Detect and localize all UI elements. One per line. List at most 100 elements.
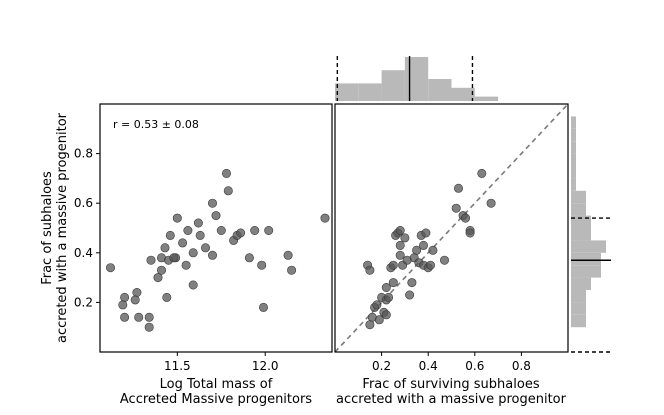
right-data-point xyxy=(365,320,375,330)
right-data-point xyxy=(365,265,375,275)
left-x-tick-label: 12.0 xyxy=(252,359,279,373)
left-data-point xyxy=(181,260,191,270)
left-data-point xyxy=(223,186,233,196)
left-data-point xyxy=(157,265,167,275)
left-data-point xyxy=(188,248,198,258)
correlation-annotation: r = 0.53 ± 0.08 xyxy=(113,118,199,131)
right-data-point xyxy=(395,226,405,236)
left-data-point xyxy=(216,226,226,236)
left-data-point xyxy=(257,260,267,270)
left-data-point xyxy=(162,292,172,302)
left-y-tick-label: 0.8 xyxy=(74,147,93,161)
right-histogram-bar xyxy=(571,290,586,303)
left-data-point xyxy=(244,253,254,263)
right-histogram-bar xyxy=(571,141,576,154)
top-histogram-bar xyxy=(335,83,359,101)
left-data-point xyxy=(146,255,156,265)
right-data-point xyxy=(428,245,438,255)
left-data-point xyxy=(144,322,154,332)
right-histogram-bar xyxy=(571,153,576,166)
right-data-point xyxy=(477,168,487,178)
right-data-point xyxy=(421,228,431,238)
y-label-line1: Frac of subhaloes xyxy=(40,171,55,285)
left-data-point xyxy=(236,228,246,238)
left-data-point xyxy=(144,312,154,322)
left-y-tick-label: 0.6 xyxy=(74,196,93,210)
right-histogram-bar xyxy=(571,314,586,328)
left-data-point xyxy=(188,280,198,290)
left-data-point xyxy=(120,292,130,302)
left-data-point xyxy=(160,243,170,253)
left-data-point xyxy=(283,250,293,260)
left-scatter-panel: r = 0.53 ± 0.08 0.2 0.4 0.6 0.8 11.5 12.0 Lo… xyxy=(40,103,333,407)
left-data-point xyxy=(106,263,116,273)
right-x-label-line1: Frac of surviving subhaloes xyxy=(362,377,539,392)
left-data-point xyxy=(165,230,175,240)
top-histogram-bar xyxy=(358,83,382,101)
right-data-point xyxy=(372,300,382,310)
right-data-point xyxy=(384,292,394,302)
top-marginal-histogram xyxy=(335,56,499,101)
right-data-point xyxy=(405,290,415,300)
left-y-tick-label: 0.2 xyxy=(74,295,93,309)
right-data-point xyxy=(388,260,398,270)
left-x-label-line1: Log Total mass of xyxy=(160,377,273,392)
right-histogram-bar xyxy=(571,240,606,253)
left-data-point xyxy=(172,213,182,223)
right-data-point xyxy=(486,198,496,208)
left-x-label-line2: Accreted Massive progenitors xyxy=(120,392,312,407)
right-x-tick-label: 0.4 xyxy=(419,359,438,373)
right-data-point xyxy=(418,240,428,250)
top-histogram-bar xyxy=(381,70,405,101)
right-histogram-bar xyxy=(571,277,591,290)
right-scatter-panel: 0.2 0.4 0.6 0.8 Frac of surviving subhaloes… xyxy=(334,103,569,407)
right-data-point xyxy=(381,282,391,292)
left-data-point xyxy=(183,226,193,236)
right-data-point xyxy=(381,310,391,320)
left-data-point xyxy=(264,226,274,236)
left-data-point xyxy=(178,238,188,248)
top-histogram-bar xyxy=(474,96,499,101)
right-x-tick-label: 0.8 xyxy=(512,359,531,373)
top-histogram-bar xyxy=(428,79,452,101)
left-plot-frame xyxy=(99,103,333,353)
right-data-point xyxy=(439,255,449,265)
left-data-point xyxy=(153,273,163,283)
right-histogram-bar xyxy=(571,116,576,129)
right-x-tick-label: 0.6 xyxy=(465,359,484,373)
right-data-point xyxy=(465,228,475,238)
right-data-point xyxy=(388,278,398,288)
left-x-tick-label: 11.5 xyxy=(164,359,191,373)
right-histogram-bar xyxy=(571,228,591,241)
left-data-point xyxy=(201,243,211,253)
left-data-point xyxy=(250,226,260,236)
left-data-point xyxy=(258,302,268,312)
top-histogram-bar xyxy=(404,57,429,101)
right-x-label-line2: accreted with a massive progenitor xyxy=(336,392,567,407)
right-data-point xyxy=(407,278,417,288)
left-data-point xyxy=(287,265,297,275)
left-data-point xyxy=(193,218,203,228)
right-data-point xyxy=(451,203,461,213)
right-data-point xyxy=(400,233,410,243)
right-histogram-bar xyxy=(571,128,576,142)
left-data-point xyxy=(132,287,142,297)
left-data-point xyxy=(211,211,221,221)
right-histogram-bar xyxy=(571,178,576,191)
right-data-point xyxy=(412,245,422,255)
right-marginal-histogram xyxy=(571,116,611,353)
top-histogram-bar xyxy=(451,87,475,101)
right-plot-frame xyxy=(334,103,569,353)
right-histogram-bar xyxy=(571,302,586,315)
right-histogram-bar xyxy=(571,203,586,216)
left-data-point xyxy=(320,213,330,223)
right-histogram-bar xyxy=(571,252,601,266)
right-histogram-bar xyxy=(571,166,576,179)
left-data-point xyxy=(208,198,218,208)
right-data-point xyxy=(395,250,405,260)
right-histogram-bar xyxy=(571,190,586,204)
left-data-point xyxy=(169,253,179,263)
left-data-point xyxy=(120,312,130,322)
right-data-point xyxy=(374,315,384,325)
